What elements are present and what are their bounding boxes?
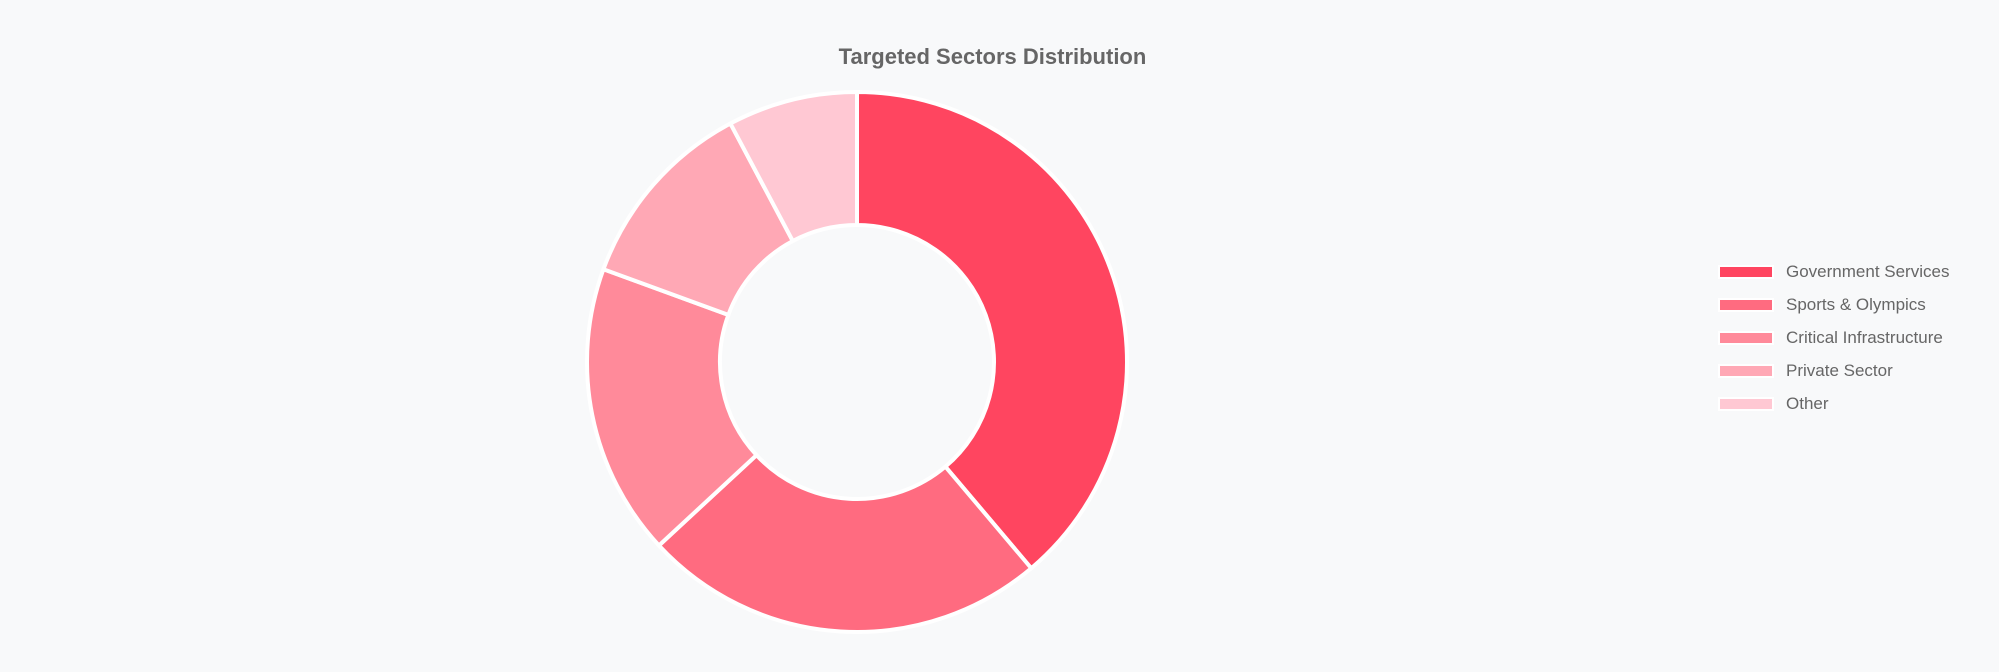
legend-swatch (1718, 264, 1774, 279)
legend-label: Private Sector (1786, 360, 1893, 380)
legend-label: Other (1786, 393, 1829, 413)
legend-item[interactable]: Private Sector (1718, 354, 1949, 387)
legend-item[interactable]: Other (1718, 387, 1949, 420)
legend-swatch (1718, 297, 1774, 312)
legend-swatch (1718, 396, 1774, 411)
donut-slice-government-services[interactable] (855, 89, 1129, 572)
legend-swatch (1718, 363, 1774, 378)
legend-label: Government Services (1786, 261, 1950, 281)
legend-swatch (1718, 330, 1774, 345)
chart-title: Targeted Sectors Distribution (838, 44, 1147, 69)
legend-item[interactable]: Critical Infrastructure (1718, 321, 1949, 354)
legend-label: Critical Infrastructure (1786, 327, 1943, 347)
legend-item[interactable]: Government Services (1718, 255, 1949, 288)
donut-slice-sports-olympics[interactable] (656, 452, 1035, 634)
chart-legend: Government Services Sports & Olympics Crit… (1718, 255, 1949, 420)
donut-slice-other[interactable] (727, 89, 859, 244)
legend-label: Sports & Olympics (1786, 294, 1926, 314)
legend-item[interactable]: Sports & Olympics (1718, 288, 1949, 321)
donut-slice-critical-infrastructure[interactable] (585, 266, 760, 549)
